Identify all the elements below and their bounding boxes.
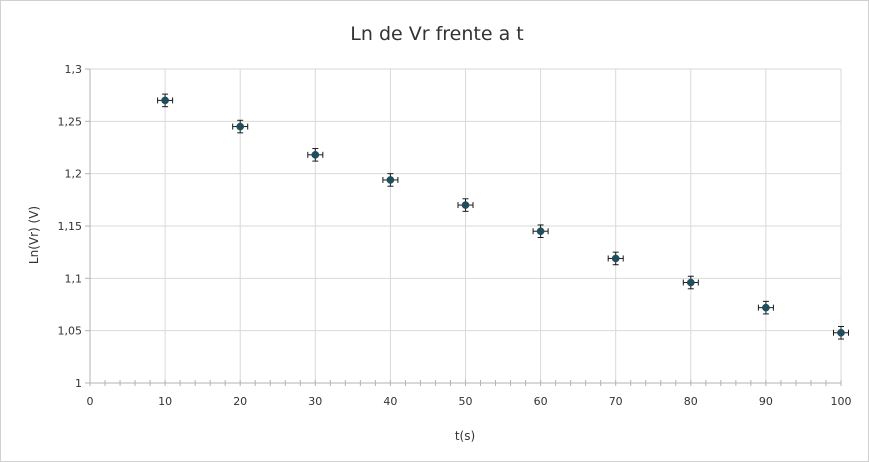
data-marker [837, 328, 845, 337]
x-tick-label: 90 [759, 395, 773, 408]
data-marker [536, 227, 545, 236]
x-tick-label: 80 [684, 395, 698, 408]
data-marker [611, 254, 620, 263]
data-points [157, 93, 850, 340]
x-tick-label: 30 [308, 395, 322, 408]
y-tick-label: 1,15 [58, 220, 83, 233]
y-tick-label: 1,3 [65, 63, 83, 76]
data-marker [236, 122, 245, 131]
y-tick-label: 1,2 [65, 168, 83, 181]
x-tick-label: 0 [87, 395, 94, 408]
x-tick-label: 100 [831, 395, 852, 408]
data-point [157, 93, 174, 108]
data-point [382, 173, 399, 187]
data-point [607, 251, 624, 266]
data-marker [461, 201, 470, 209]
data-marker [161, 96, 169, 105]
y-tick-label: 1 [75, 377, 82, 390]
data-point [457, 198, 474, 212]
y-tick-label: 1,25 [58, 115, 83, 128]
x-tick-label: 10 [158, 395, 172, 408]
x-tick-label: 20 [233, 395, 247, 408]
data-point [232, 119, 249, 134]
data-marker [386, 176, 395, 184]
grid [89, 68, 842, 384]
x-tick-label: 60 [534, 395, 548, 408]
x-tick-label: 50 [459, 395, 473, 408]
data-marker [762, 303, 770, 312]
y-tick-label: 1,05 [58, 325, 83, 338]
data-point [757, 300, 774, 315]
x-tick-label: 70 [609, 395, 623, 408]
y-tick-label: 1,1 [65, 272, 83, 285]
data-point [532, 224, 549, 239]
data-point [307, 148, 324, 162]
tick-labels: 0 10 20 30 40 50 60 70 80 90 100 1 1,05 1,1 1,15 1,2 1,2… [58, 63, 852, 408]
x-axis-label: t(s) [455, 429, 475, 443]
y-axis-label: Ln(Vr) (V) [27, 206, 41, 264]
data-marker [311, 150, 320, 159]
data-point [832, 325, 850, 340]
chart-title: Ln de Vr frente a t [350, 23, 523, 45]
data-point [682, 275, 699, 290]
x-tick-label: 40 [383, 395, 397, 408]
axes [85, 68, 842, 386]
data-marker [686, 278, 695, 287]
